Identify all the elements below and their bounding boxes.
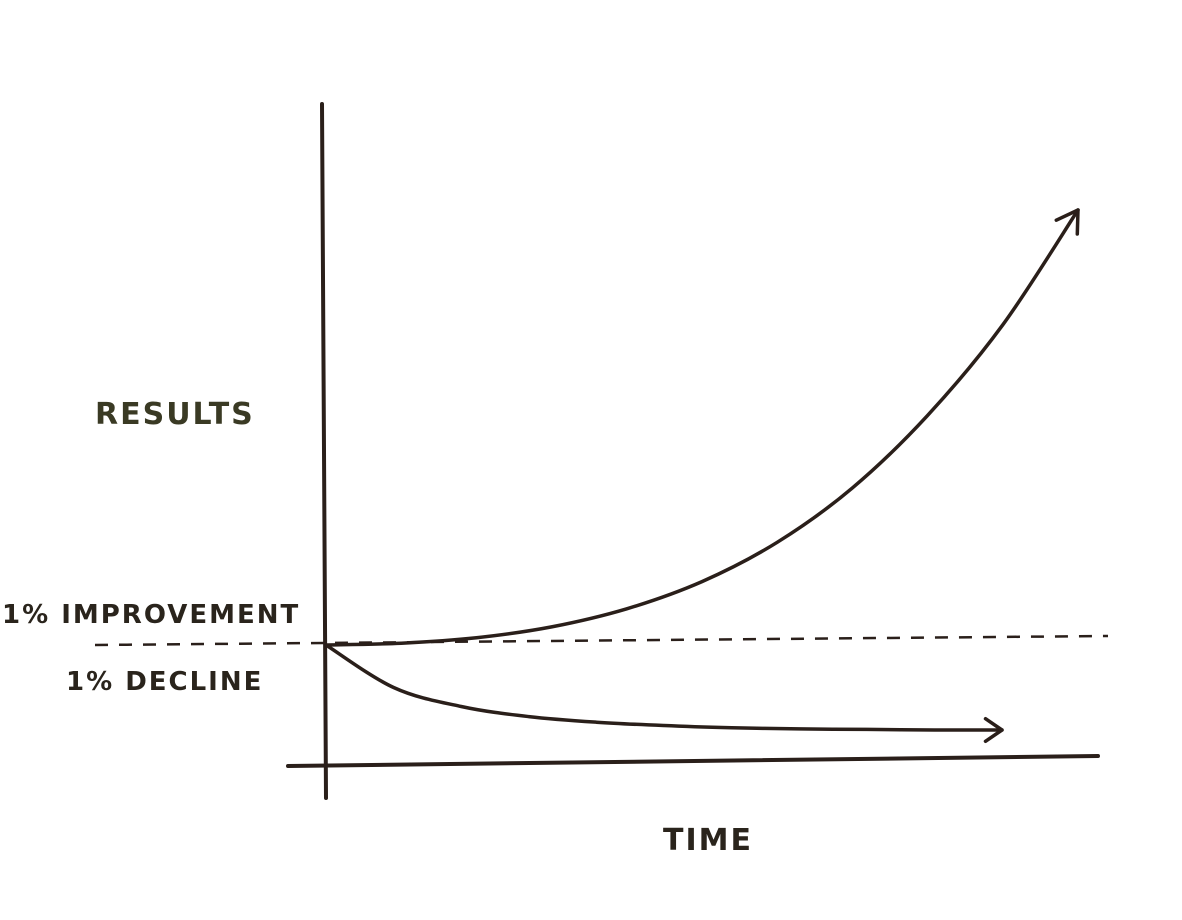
series-decline-line	[324, 643, 1004, 732]
series-decline-arrowhead	[983, 716, 1004, 744]
y-axis-label: RESULTS	[95, 397, 255, 432]
baseline-dashed-line	[94, 634, 1109, 647]
series-decline-label: 1% DECLINE	[66, 667, 263, 697]
series-improvement-arrowhead	[1054, 208, 1080, 236]
y-axis	[320, 102, 328, 800]
x-axis	[286, 754, 1100, 768]
series-improvement-label: 1% IMPROVEMENT	[2, 600, 300, 630]
series-improvement-line	[324, 208, 1080, 647]
x-axis-label: TIME	[663, 823, 753, 858]
